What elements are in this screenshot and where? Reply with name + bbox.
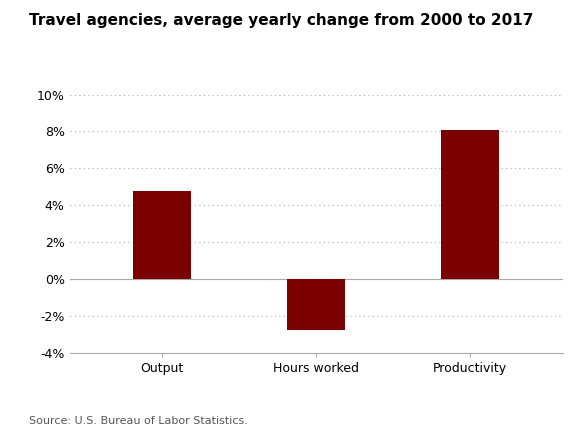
Text: Source: U.S. Bureau of Labor Statistics.: Source: U.S. Bureau of Labor Statistics. [29,416,248,426]
Bar [133,191,191,279]
Bar [441,129,499,279]
Bar [287,279,345,329]
Text: Travel agencies, average yearly change from 2000 to 2017: Travel agencies, average yearly change f… [29,13,534,28]
